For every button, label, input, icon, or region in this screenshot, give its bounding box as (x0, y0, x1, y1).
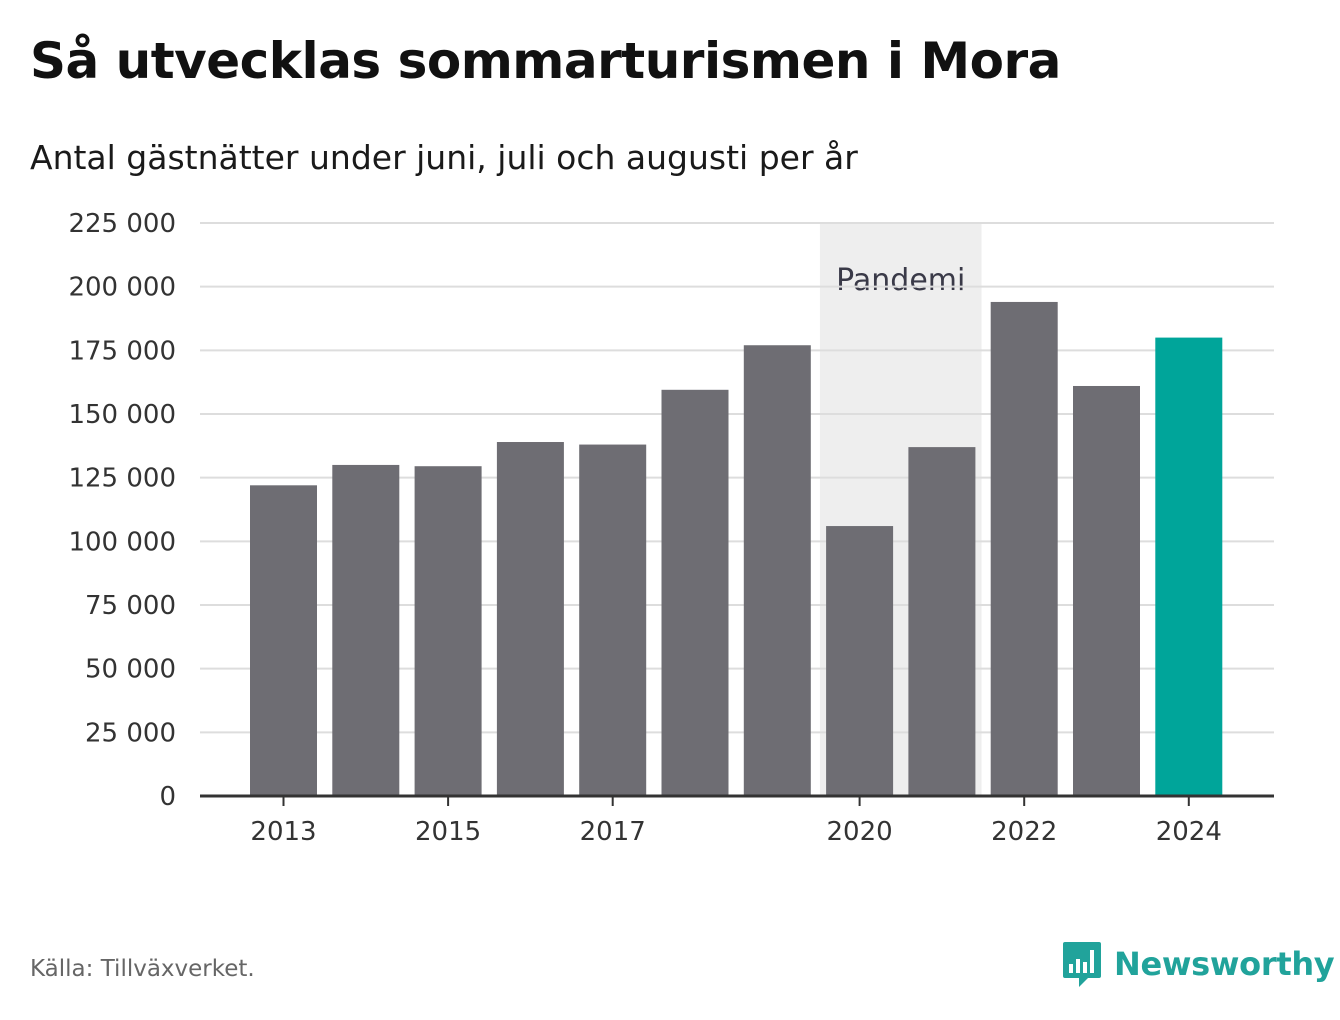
bar-2019 (743, 345, 811, 796)
pandemic-band-label: Pandemi (836, 263, 965, 298)
x-tick-label: 2013 (250, 817, 316, 847)
y-tick-label: 125 000 (68, 464, 176, 494)
bar-chart: Pandemi 0 25 000 50 000 75 000 100 000 125 00… (68, 209, 1274, 847)
y-tick-label: 25 000 (85, 718, 176, 748)
bar-2020 (826, 526, 894, 796)
y-tick-label: 225 000 (68, 209, 176, 239)
bar-2024 (1155, 337, 1223, 796)
chart-title: Så utvecklas sommarturismen i Mora (30, 32, 1061, 90)
brand-name: Newsworthy (1114, 945, 1335, 983)
y-tick-label: 150 000 (68, 400, 176, 430)
y-tick-label: 100 000 (68, 527, 176, 557)
brand-logo: Newsworthy (1062, 940, 1335, 988)
bar-2015 (414, 466, 482, 796)
y-tick-label: 175 000 (68, 336, 176, 366)
bar-chart-speech-bubble-icon (1063, 942, 1101, 987)
y-tick-label: 0 (159, 782, 176, 812)
bar-2016 (496, 442, 564, 796)
x-tick-label: 2024 (1156, 817, 1222, 847)
bar-2018 (661, 389, 729, 796)
chart-subtitle: Antal gästnätter under juni, juli och au… (30, 138, 858, 177)
bar-2014 (332, 464, 400, 796)
x-tick-label: 2022 (991, 817, 1057, 847)
bar-2023 (1073, 385, 1140, 796)
x-tick-label: 2015 (415, 817, 481, 847)
bar-2017 (579, 444, 647, 796)
bar-2022 (990, 301, 1058, 796)
y-tick-label: 75 000 (85, 591, 176, 621)
x-tick-label: 2017 (580, 817, 646, 847)
y-tick-label: 50 000 (85, 655, 176, 685)
bar-2021 (908, 447, 976, 796)
x-tick-label: 2020 (827, 817, 893, 847)
source-note: Källa: Tillväxverket. (30, 956, 255, 982)
y-tick-label: 200 000 (68, 273, 176, 303)
bar-2013 (250, 485, 317, 796)
